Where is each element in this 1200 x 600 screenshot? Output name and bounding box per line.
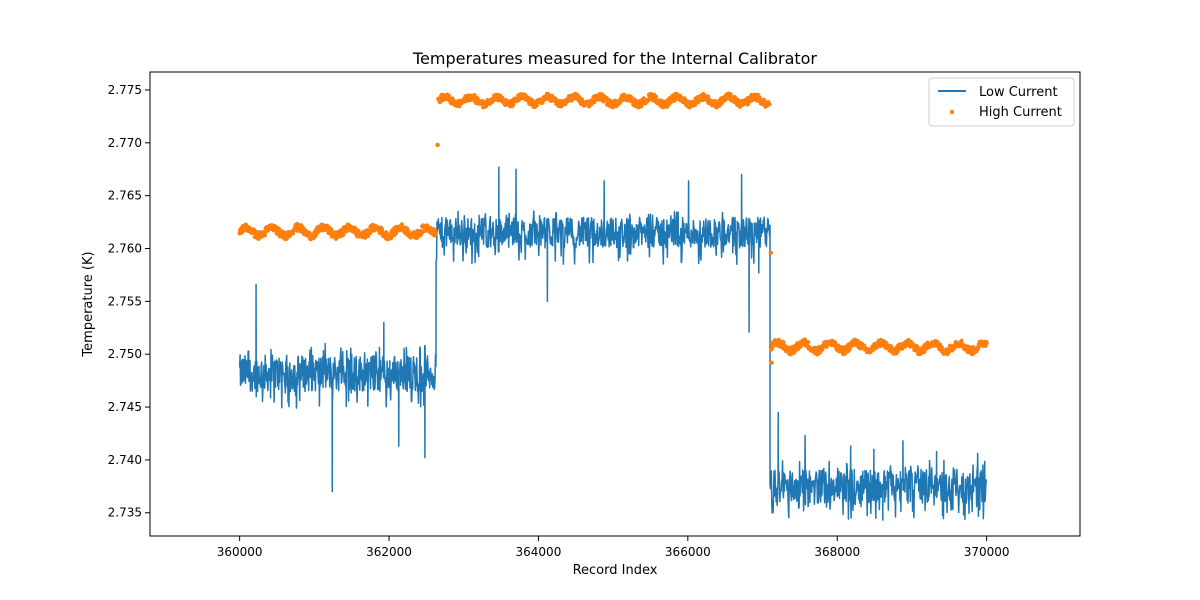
series-line-low-current bbox=[238, 166, 988, 521]
y-tick-label: 2.740 bbox=[108, 453, 142, 467]
series-layer bbox=[237, 91, 989, 521]
high-current-point bbox=[802, 337, 808, 342]
high-current-point bbox=[757, 95, 762, 100]
x-tick-label: 362000 bbox=[366, 545, 412, 559]
high-current-point bbox=[399, 222, 405, 227]
y-tick-label: 2.735 bbox=[108, 506, 142, 520]
high-current-point bbox=[262, 233, 267, 238]
y-axis-ticks: 2.735 2.740 2.745 2.750 2.755 2.760 2.765 2.770… bbox=[108, 83, 150, 520]
plot-frame bbox=[149, 71, 1081, 537]
high-current-outlier bbox=[768, 250, 773, 255]
y-tick-label: 2.745 bbox=[108, 400, 142, 414]
y-tick-label: 2.760 bbox=[108, 242, 142, 256]
high-current-point bbox=[781, 340, 786, 345]
high-current-point bbox=[653, 94, 659, 99]
y-tick-label: 2.765 bbox=[108, 189, 142, 203]
chart-title: Temperatures measured for the Internal C… bbox=[412, 49, 817, 68]
y-tick-label: 2.770 bbox=[108, 136, 142, 150]
high-current-point bbox=[433, 231, 438, 237]
high-current-point bbox=[534, 103, 539, 108]
high-current-point bbox=[959, 338, 964, 344]
high-current-point bbox=[767, 102, 772, 107]
x-tick-label: 360000 bbox=[217, 545, 263, 559]
x-tick-label: 368000 bbox=[814, 545, 860, 559]
legend-swatch-high-current bbox=[949, 109, 955, 115]
high-current-point bbox=[432, 227, 438, 233]
y-tick-label: 2.750 bbox=[108, 347, 142, 361]
x-tick-label: 370000 bbox=[964, 545, 1010, 559]
high-current-point bbox=[805, 339, 811, 345]
high-current-point bbox=[895, 349, 900, 354]
axes-layer bbox=[149, 71, 1081, 537]
high-current-point bbox=[705, 94, 711, 99]
high-current-point bbox=[472, 92, 477, 98]
plot-area bbox=[237, 91, 989, 521]
high-current-point bbox=[728, 92, 733, 97]
x-axis-label: Record Index bbox=[573, 563, 658, 578]
legend-label-high-current: High Current bbox=[979, 105, 1062, 120]
high-current-point bbox=[406, 229, 411, 234]
high-current-outlier bbox=[435, 142, 440, 148]
legend-label-low-current: Low Current bbox=[979, 85, 1058, 100]
high-current-point bbox=[510, 102, 516, 108]
y-axis-label: Temperature (K) bbox=[81, 251, 96, 357]
high-current-point bbox=[383, 230, 389, 235]
series-scatter-high-current bbox=[237, 91, 989, 365]
y-tick-label: 2.755 bbox=[108, 294, 142, 308]
x-axis-ticks: 360000 362000 364000 366000 368000 370000 bbox=[217, 536, 1010, 559]
y-tick-label: 2.775 bbox=[108, 83, 142, 97]
high-current-outlier bbox=[769, 360, 774, 365]
x-tick-label: 366000 bbox=[665, 545, 711, 559]
high-current-point bbox=[984, 340, 989, 346]
high-current-point bbox=[604, 95, 609, 101]
legend: Low Current High Current bbox=[928, 77, 1075, 127]
x-tick-label: 364000 bbox=[516, 545, 562, 559]
high-current-point bbox=[274, 231, 279, 236]
high-current-point bbox=[692, 102, 698, 107]
high-current-point bbox=[475, 96, 480, 101]
high-current-point bbox=[569, 98, 574, 103]
high-current-point bbox=[341, 232, 346, 237]
